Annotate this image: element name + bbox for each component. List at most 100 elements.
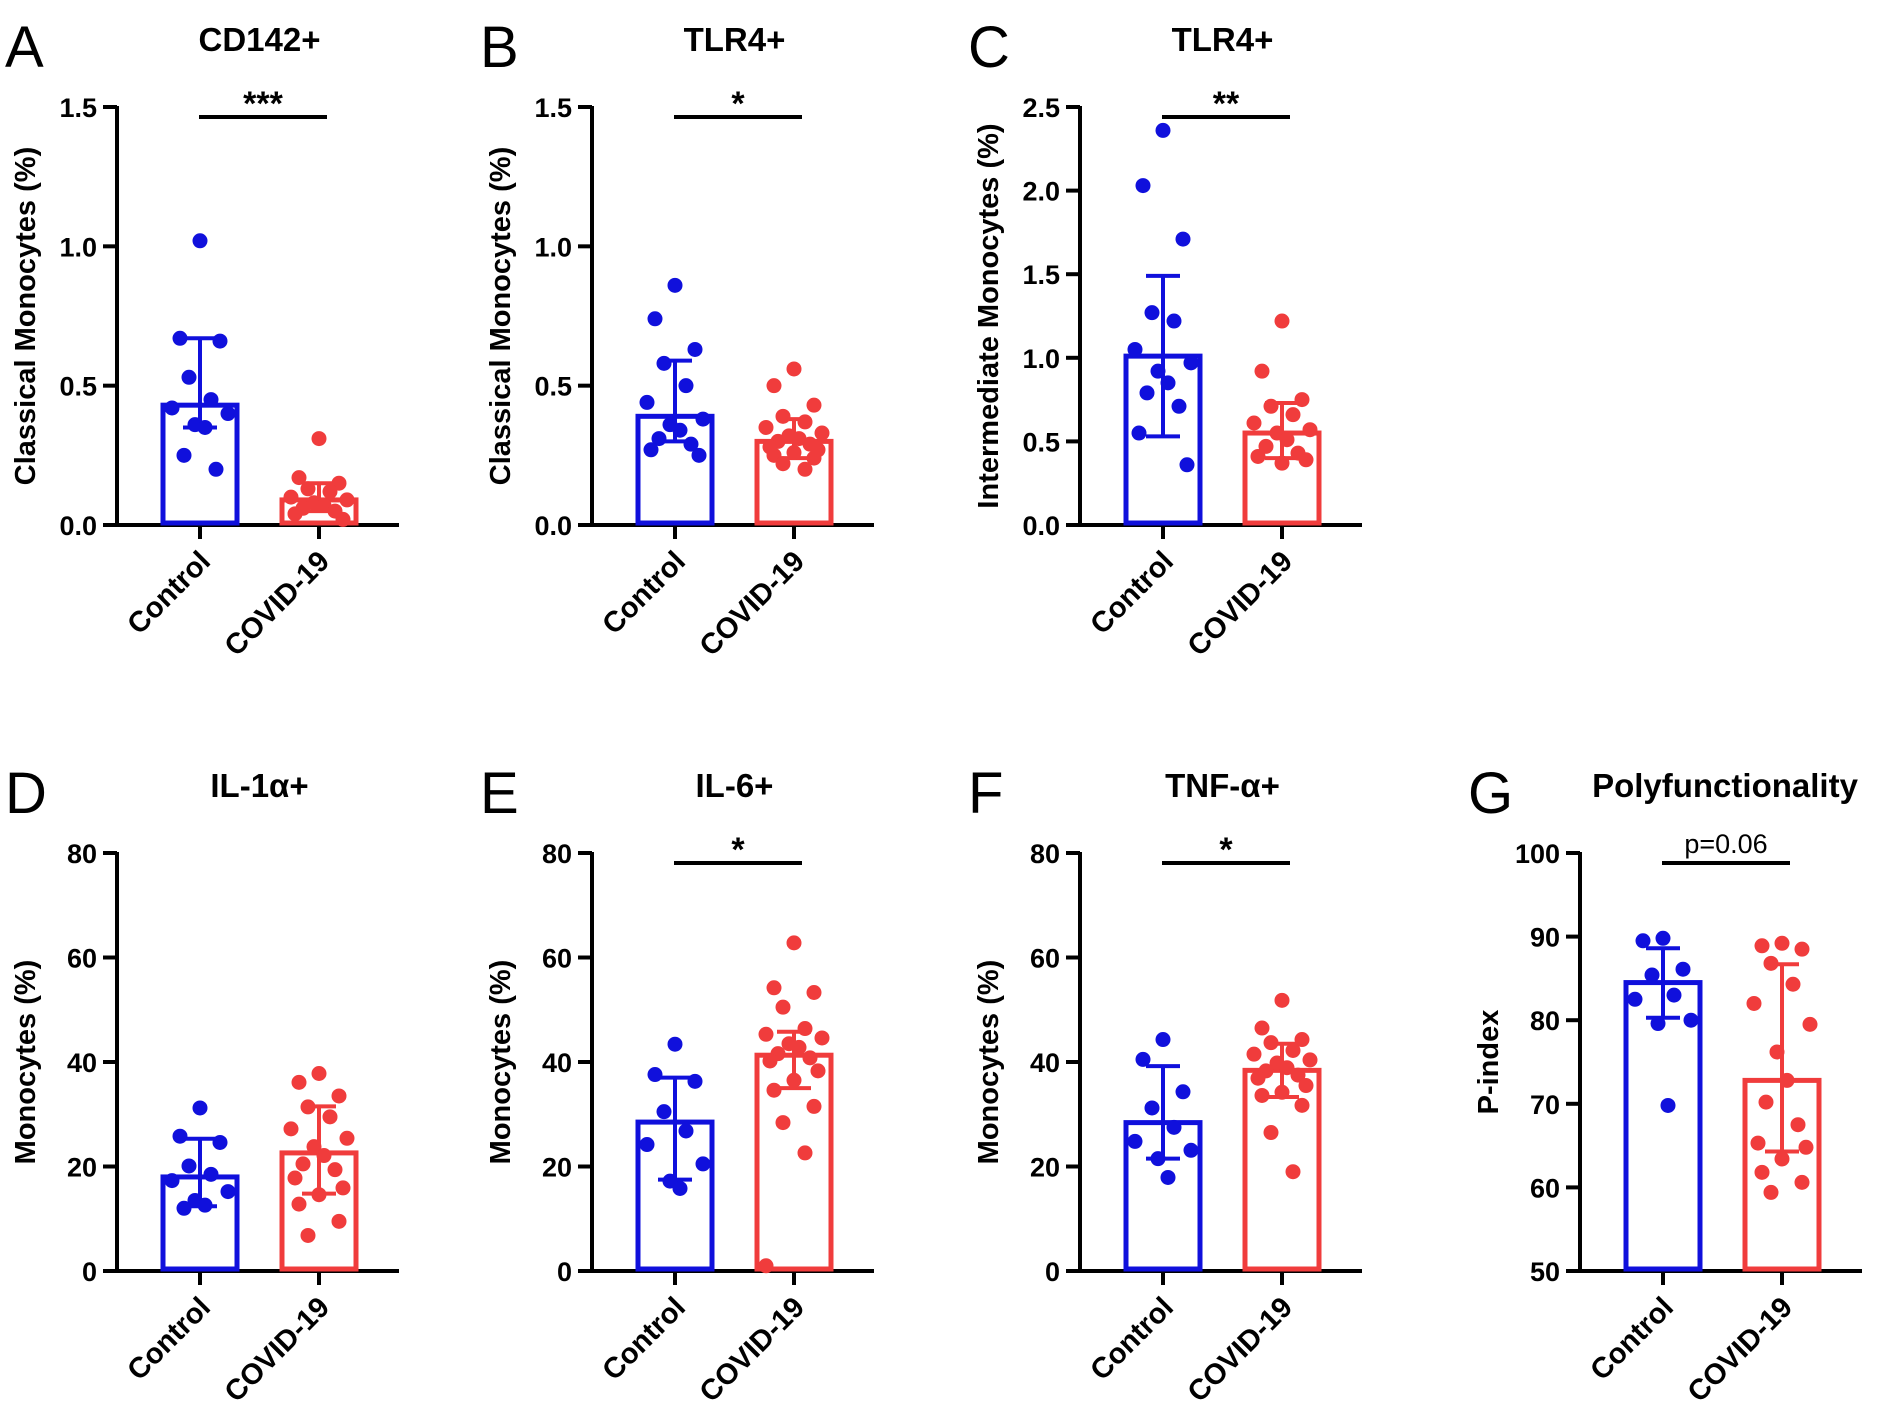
panel-f-data-point-covid [1263,1125,1279,1141]
panel-a-category-label-control: Control [121,545,217,641]
panel-a-y-tick-label: 0.0 [59,511,97,541]
panel-f-data-point-covid [1279,1060,1295,1076]
panel-d-data-point-control [203,1166,219,1182]
panel-d-data-point-covid [287,1170,303,1186]
panel-d-data-point-control [164,1173,180,1189]
panel-d-y-tick-label: 60 [67,944,97,974]
panel-e-data-point-covid [791,1039,807,1055]
panel-g-data-point-covid [1798,1139,1814,1155]
panel-e-data-point-covid [802,1050,818,1066]
panel-d-data-point-control [212,1134,228,1150]
panel-c-letter: C [968,15,1010,80]
panel-g-y-tick-label: 100 [1515,839,1560,869]
panel-g-data-point-covid [1754,938,1770,954]
panel-g-data-point-covid [1774,935,1790,951]
panel-c-category-label-control: Control [1084,545,1180,641]
panel-f-letter: F [968,761,1003,826]
panel-c-category-label-covid: COVID-19 [1182,545,1299,662]
panel-b-letter: B [480,15,519,80]
panel-d-data-point-covid [291,1196,307,1212]
panel-c-data-point-control [1183,355,1199,371]
panel-c-y-tick-label: 2.5 [1022,93,1060,123]
panel-g-y-tick-label: 90 [1530,923,1560,953]
panel-b-data-point-control [643,442,659,458]
panel-f-data-point-covid [1294,1032,1310,1048]
panel-b-data-point-covid [797,414,813,430]
panel-e-y-tick-label: 80 [542,839,572,869]
panel-c-data-point-covid [1258,438,1274,454]
panel-g-y-tick-label: 80 [1530,1006,1560,1036]
panel-f-y-axis-label: Monocytes (%) [973,960,1005,1165]
panel-c-data-point-control [1166,313,1182,329]
panel-c-data-point-control [1135,178,1151,194]
panel-a-category-label-covid: COVID-19 [219,545,336,662]
panel-g-data-point-control [1666,987,1682,1003]
panel-c-data-point-covid [1285,407,1301,423]
panel-a-title: CD142+ [199,21,321,58]
panel-e-data-point-covid [810,1063,826,1079]
panel-f-data-point-covid [1285,1164,1301,1180]
panel-b: B TLR4+ Classical Monocytes (%) 0.0 0.5 1.0 1.… [480,15,874,663]
panel-a-data-point-control [197,419,213,435]
panel-e-data-point-covid [806,1098,822,1114]
panel-g-category-label-control: Control [1584,1291,1680,1387]
panel-d-data-point-covid [300,1227,316,1243]
panel-g-y-axis-label: P-index [1473,1010,1505,1115]
panel-d-data-point-covid [311,1065,327,1081]
panel-f-data-point-control [1160,1169,1176,1185]
panel-c-y-tick-label: 1.5 [1022,260,1060,290]
panel-g-letter: G [1468,761,1513,826]
panel-f-data-point-covid [1246,1046,1262,1062]
panel-c-data-point-covid [1246,415,1262,431]
panel-e-data-point-control [647,1067,663,1083]
panel-f-data-point-control [1127,1133,1143,1149]
panel-d-data-point-covid [331,1088,347,1104]
panel-e-data-point-covid [758,1258,774,1274]
panel-b-data-point-covid [766,378,782,394]
panel-e-y-axis-label: Monocytes (%) [485,960,517,1165]
panel-g-data-point-covid [1785,976,1801,992]
panel-e-y-tick-label: 40 [542,1048,572,1078]
panel-b-data-point-covid [806,397,822,413]
panel-d-data-point-covid [339,1130,355,1146]
panel-f-data-point-control [1150,1151,1166,1167]
panel-e-title: IL-6+ [696,767,774,804]
panel-g-data-point-control [1675,961,1691,977]
panel-b-data-point-covid [758,419,774,435]
panel-a-data-point-control [220,406,236,422]
panel-b-y-axis-label: Classical Monocytes (%) [485,147,517,485]
panel-e-data-point-control [667,1036,683,1052]
panel-b-category-label-control: Control [596,545,692,641]
panel-c-data-point-control [1175,231,1191,247]
panel-d-y-tick-label: 80 [67,839,97,869]
panel-a-data-point-control [203,392,219,408]
panel-a-data-point-covid [322,484,338,500]
panel-c-data-point-covid [1302,422,1318,438]
panel-c-data-point-covid [1274,455,1290,471]
panel-f-y-tick-label: 60 [1030,944,1060,974]
panel-e-letter: E [480,761,519,826]
panel-f-data-point-control [1166,1119,1182,1135]
panel-b-data-point-covid [797,461,813,477]
panel-b-data-point-control [672,422,688,438]
panel-g-data-point-control [1655,930,1671,946]
panel-d-data-point-covid [322,1109,338,1125]
panel-c-data-point-control [1139,385,1155,401]
panel-e-category-label-covid: COVID-19 [694,1291,811,1408]
panel-d-data-point-covid [300,1099,316,1115]
panel-e-data-point-covid [766,1082,782,1098]
panel-e-category-label-control: Control [596,1291,692,1387]
panel-d-data-point-covid [331,1213,347,1229]
panel-f-y-tick-label: 20 [1030,1153,1060,1183]
panel-c-data-point-control [1155,122,1171,138]
panel-c-data-point-control [1127,341,1143,357]
panel-b-data-point-control [691,447,707,463]
panel-g-data-point-covid [1794,941,1810,957]
panel-d-title: IL-1α+ [210,767,308,804]
panel-a-data-point-covid [291,470,307,486]
panel-d-data-point-covid [306,1139,322,1155]
panel-e-data-point-control [656,1104,672,1120]
panel-a-data-point-control [172,330,188,346]
panel-g-data-point-control [1644,967,1660,983]
panel-d-y-tick-label: 40 [67,1048,97,1078]
